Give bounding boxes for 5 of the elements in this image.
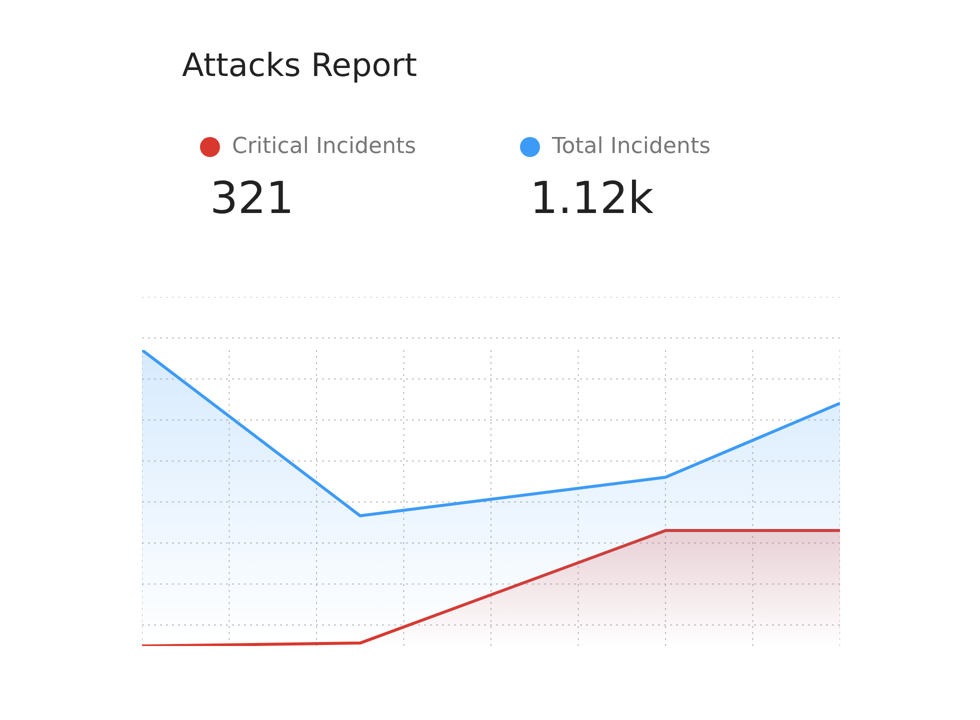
text: 321 bbox=[210, 173, 295, 224]
legend-label: Total Incidents bbox=[552, 134, 711, 159]
chart-title: Attacks Report bbox=[182, 46, 418, 84]
text: 1.12k bbox=[530, 173, 654, 224]
legend-label: Critical Incidents bbox=[232, 134, 416, 159]
